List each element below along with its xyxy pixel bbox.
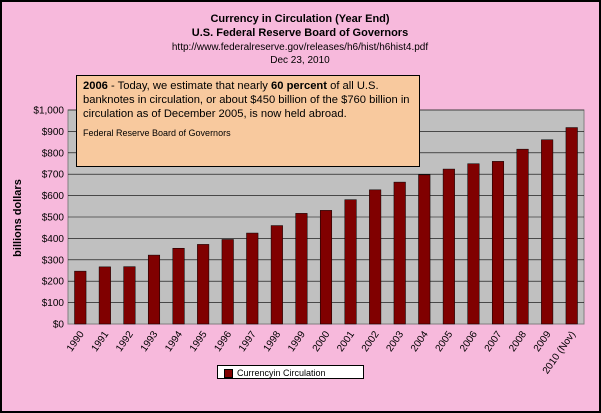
y-axis-label: billions dollars (12, 179, 24, 257)
chart-date: Dec 23, 2010 (270, 55, 330, 66)
x-tick-label: 2000 (311, 329, 333, 354)
callout-source: Federal Reserve Board of Governors (83, 128, 231, 138)
x-tick-label: 1990 (65, 329, 87, 354)
y-tick-label: $200 (42, 277, 65, 288)
bar (270, 225, 283, 325)
bar (74, 270, 87, 325)
x-tick-label: 1996 (212, 329, 234, 354)
source-url: http://www.federalreserve.gov/releases/h… (172, 42, 428, 53)
bar (344, 199, 357, 325)
y-tick-label: $700 (42, 170, 65, 181)
x-tick-label: 1997 (237, 329, 259, 354)
y-tick-label: $0 (53, 320, 65, 331)
chart-title: Currency in Circulation (Year End) (210, 13, 389, 25)
bar (221, 239, 234, 325)
x-tick-label: 1992 (114, 329, 136, 354)
chart-subtitle: U.S. Federal Reserve Board of Governors (192, 27, 408, 39)
bars (74, 127, 578, 325)
x-tick-label: 2008 (507, 329, 529, 354)
callout-text-b: of all U.S. banknotes in circulation, or… (83, 80, 410, 120)
x-tick-label: 2002 (360, 329, 382, 354)
y-ticks: $0 $100 $200 $300 $400 $500 $600 $700 $800 $900 $1… (33, 106, 64, 331)
x-tick-label: 2005 (434, 329, 456, 354)
x-tick-label: 2009 (532, 329, 554, 354)
bar (516, 148, 529, 325)
y-tick-label: $800 (42, 148, 65, 159)
x-tick-label: 2004 (409, 329, 431, 354)
y-tick-label: $600 (42, 191, 65, 202)
legend-swatch (224, 369, 233, 379)
legend: Currencyin Circulation (217, 365, 364, 379)
x-tick-label: 1991 (90, 329, 112, 354)
bar (123, 266, 136, 325)
bar (98, 266, 111, 325)
x-tick-label: 1999 (286, 329, 308, 354)
callout-text: 2006 - Today, we estimate that nearly 60… (83, 79, 413, 121)
bar (541, 139, 554, 325)
callout-box: 2006 - Today, we estimate that nearly 60… (76, 75, 420, 167)
legend-label: Currencyin Circulation (237, 368, 326, 378)
bar (369, 189, 382, 325)
bar (295, 213, 308, 325)
bar (197, 244, 210, 325)
x-tick-label: 2003 (384, 329, 406, 354)
bar (418, 174, 431, 325)
x-tick-label: 2001 (335, 329, 357, 354)
x-tick-label: 2006 (458, 329, 480, 354)
callout-text-a: - Today, we estimate that nearly (107, 80, 272, 92)
bar (565, 127, 578, 325)
callout-year: 2006 (83, 80, 108, 92)
x-tick-label: 2007 (483, 329, 505, 354)
x-tick-label: 1993 (139, 329, 161, 354)
x-tick-label: 1998 (262, 329, 284, 354)
bar (319, 210, 333, 325)
bar (467, 163, 480, 325)
y-tick-label: $100 (42, 298, 65, 309)
y-tick-label: $1,000 (33, 106, 64, 117)
y-tick-label: $300 (42, 255, 65, 266)
bar (172, 247, 185, 325)
x-tick-label: 1995 (188, 329, 210, 354)
y-tick-label: $500 (42, 213, 65, 224)
bar (491, 161, 505, 325)
bar (393, 181, 406, 325)
y-tick-label: $900 (42, 127, 65, 138)
callout-bold: 60 percent (271, 80, 327, 92)
y-tick-label: $400 (42, 234, 65, 245)
bar (442, 168, 455, 325)
x-tick-label: 1994 (163, 329, 185, 354)
bar (147, 254, 161, 325)
bar (246, 232, 259, 325)
